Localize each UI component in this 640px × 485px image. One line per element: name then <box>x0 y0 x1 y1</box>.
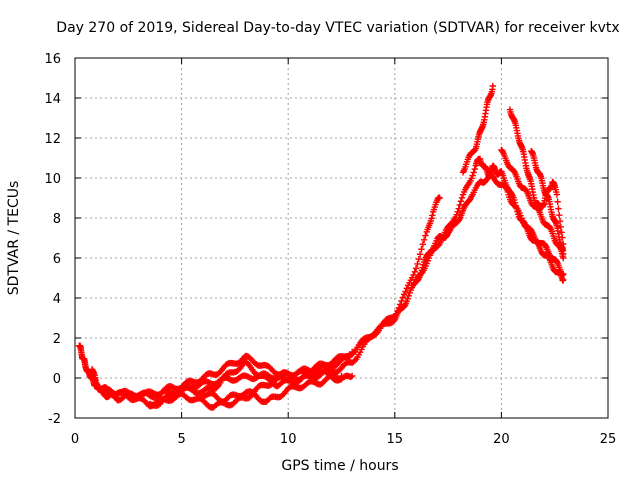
y-tick-label: 8 <box>53 212 61 227</box>
data-points <box>76 82 567 411</box>
data-point <box>513 205 520 212</box>
data-point <box>512 202 519 209</box>
data-point <box>396 301 404 308</box>
data-point <box>416 251 424 258</box>
data-point <box>471 165 478 173</box>
y-axis-label: SDTVAR / TECUs <box>6 181 22 296</box>
x-tick-label: 0 <box>71 432 79 447</box>
y-tick-label: 14 <box>44 92 61 107</box>
data-point <box>545 254 552 261</box>
data-point <box>511 199 519 206</box>
data-point <box>346 352 353 360</box>
data-point <box>489 82 497 90</box>
x-tick-label: 20 <box>493 432 510 447</box>
data-point <box>555 205 562 212</box>
x-axis-label: GPS time / hours <box>281 458 398 474</box>
data-point <box>392 310 400 318</box>
data-point <box>553 191 561 198</box>
data-point <box>422 232 429 239</box>
data-point <box>415 256 422 263</box>
x-tick-label: 15 <box>387 432 404 447</box>
data-point <box>338 372 345 380</box>
y-tick-label: 0 <box>53 372 61 387</box>
x-tick-label: 5 <box>177 432 185 447</box>
data-point <box>554 198 561 205</box>
data-point <box>420 236 428 243</box>
data-point <box>469 172 476 179</box>
data-point <box>557 223 565 231</box>
data-point <box>414 260 421 268</box>
x-tick-label: 25 <box>600 432 617 447</box>
data-point <box>560 250 567 258</box>
data-point <box>560 276 567 284</box>
data-point <box>411 268 418 276</box>
data-point <box>436 194 443 202</box>
data-point <box>457 198 465 205</box>
data-point <box>404 295 411 302</box>
data-point <box>455 205 462 212</box>
data-point <box>405 292 412 299</box>
plot-frame <box>74 57 609 419</box>
data-point <box>470 169 477 176</box>
y-tick-label: 6 <box>53 252 61 267</box>
data-point <box>348 372 356 380</box>
chart-title: Day 270 of 2019, Sidereal Day-to-day VTE… <box>56 20 619 36</box>
data-point <box>348 348 356 356</box>
y-tick-label: 10 <box>44 172 61 187</box>
y-tick-label: -2 <box>48 412 61 427</box>
data-point <box>412 265 420 272</box>
data-point <box>428 215 435 222</box>
x-tick-label: 10 <box>280 432 297 447</box>
data-point <box>453 211 460 218</box>
data-point <box>394 307 401 315</box>
data-point <box>454 208 461 216</box>
axes: 0 5 10 15 20 25 -2 0 2 4 6 8 10 12 14 16 <box>44 52 616 447</box>
y-tick-label: 2 <box>53 332 61 347</box>
data-point <box>418 246 425 253</box>
data-point <box>556 211 563 219</box>
data-point <box>399 294 406 301</box>
data-point <box>458 194 466 201</box>
data-point <box>347 373 355 381</box>
data-point <box>419 241 426 248</box>
y-tick-label: 4 <box>53 292 61 307</box>
y-tick-label: 16 <box>44 52 61 67</box>
data-point <box>402 288 409 295</box>
data-point <box>456 201 464 209</box>
data-point <box>398 297 405 305</box>
data-point <box>403 285 410 292</box>
data-point <box>410 271 417 279</box>
data-point <box>395 304 402 312</box>
data-point <box>466 196 474 203</box>
y-tick-label: 12 <box>44 132 61 147</box>
data-point <box>429 212 436 219</box>
